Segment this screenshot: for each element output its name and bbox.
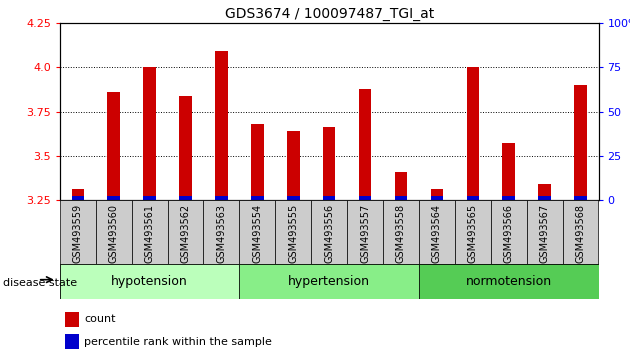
Bar <box>311 200 347 267</box>
Bar <box>287 195 299 200</box>
Bar <box>359 88 371 200</box>
Bar <box>575 85 587 200</box>
Bar <box>66 312 79 327</box>
Bar <box>503 143 515 200</box>
Bar <box>287 131 299 200</box>
Text: GSM493561: GSM493561 <box>145 204 154 263</box>
Bar <box>419 264 598 299</box>
Bar <box>431 189 443 200</box>
Bar <box>60 264 239 299</box>
Text: disease state: disease state <box>3 278 77 288</box>
Text: GSM493558: GSM493558 <box>396 204 406 263</box>
Bar <box>168 200 203 267</box>
Title: GDS3674 / 100097487_TGI_at: GDS3674 / 100097487_TGI_at <box>224 7 434 21</box>
Bar <box>108 92 120 200</box>
Bar <box>383 200 419 267</box>
Text: GSM493566: GSM493566 <box>504 204 513 263</box>
Bar <box>132 200 168 267</box>
Text: GSM493563: GSM493563 <box>217 204 226 263</box>
Bar <box>275 200 311 267</box>
Bar <box>491 200 527 267</box>
Bar <box>395 172 407 200</box>
Bar <box>455 200 491 267</box>
Text: percentile rank within the sample: percentile rank within the sample <box>84 337 272 347</box>
Bar <box>60 200 96 267</box>
Text: GSM493556: GSM493556 <box>324 204 334 263</box>
Text: GSM493564: GSM493564 <box>432 204 442 263</box>
Bar <box>359 195 371 200</box>
Text: GSM493559: GSM493559 <box>73 204 83 263</box>
Bar <box>527 200 563 267</box>
Text: GSM493557: GSM493557 <box>360 204 370 263</box>
Bar <box>239 264 419 299</box>
Bar <box>72 195 84 200</box>
Bar <box>66 334 79 349</box>
Bar <box>72 189 84 200</box>
Text: GSM493560: GSM493560 <box>109 204 118 263</box>
Text: count: count <box>84 314 115 324</box>
Bar <box>108 195 120 200</box>
Bar <box>215 195 227 200</box>
Bar <box>180 96 192 200</box>
Bar <box>575 195 587 200</box>
Bar <box>539 184 551 200</box>
Bar <box>323 195 335 200</box>
Bar <box>323 127 335 200</box>
Text: normotension: normotension <box>466 275 552 288</box>
Bar <box>539 195 551 200</box>
Bar <box>419 200 455 267</box>
Text: GSM493568: GSM493568 <box>576 204 585 263</box>
Bar <box>395 195 407 200</box>
Bar <box>503 195 515 200</box>
Bar <box>251 124 263 200</box>
Bar <box>251 195 263 200</box>
Text: hypertension: hypertension <box>288 275 370 288</box>
Bar <box>96 200 132 267</box>
Bar <box>347 200 383 267</box>
Bar <box>467 195 479 200</box>
Text: GSM493567: GSM493567 <box>540 204 549 263</box>
Bar <box>239 200 275 267</box>
Bar <box>467 67 479 200</box>
Bar <box>180 195 192 200</box>
Bar <box>215 51 227 200</box>
Bar <box>563 200 598 267</box>
Bar <box>144 195 156 200</box>
Bar <box>203 200 239 267</box>
Bar <box>431 195 443 200</box>
Bar <box>144 67 156 200</box>
Text: GSM493555: GSM493555 <box>289 204 298 263</box>
Text: GSM493565: GSM493565 <box>468 204 478 263</box>
Text: hypotension: hypotension <box>112 275 188 288</box>
Text: GSM493562: GSM493562 <box>181 204 190 263</box>
Text: GSM493554: GSM493554 <box>253 204 262 263</box>
